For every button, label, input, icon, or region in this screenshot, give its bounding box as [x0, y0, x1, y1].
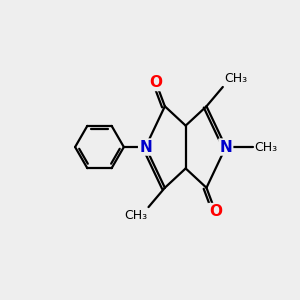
Text: CH₃: CH₃: [224, 72, 248, 85]
Text: O: O: [209, 204, 222, 219]
Text: O: O: [149, 75, 162, 90]
Text: N: N: [219, 140, 232, 154]
Text: CH₃: CH₃: [124, 209, 147, 222]
Text: CH₃: CH₃: [254, 140, 277, 154]
Text: N: N: [139, 140, 152, 154]
